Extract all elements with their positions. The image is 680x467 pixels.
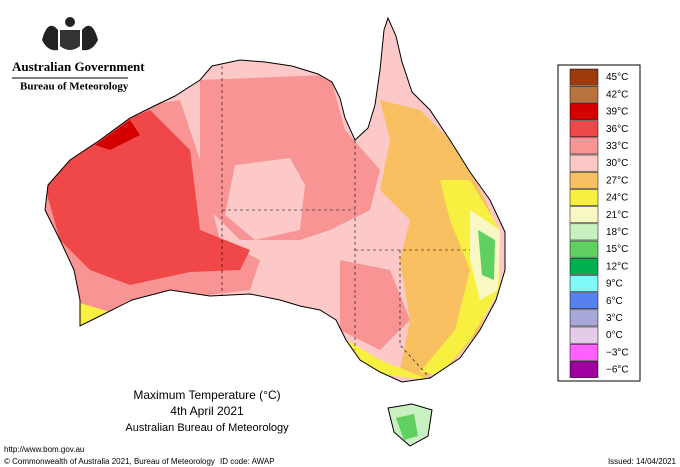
legend-label: −6°C xyxy=(606,365,629,376)
legend-label: 0°C xyxy=(606,330,623,341)
map-title: Maximum Temperature (°C) xyxy=(133,388,280,402)
map-date: 4th April 2021 xyxy=(170,404,244,418)
legend-swatch xyxy=(569,154,599,172)
legend-swatch xyxy=(569,309,599,327)
legend-swatch xyxy=(569,68,599,86)
footer-issued: Issued: 14/04/2021 xyxy=(608,457,677,466)
footer-copyright: © Commonwealth of Australia 2021, Bureau… xyxy=(4,457,215,466)
map-source: Australian Bureau of Meteorology xyxy=(125,422,289,434)
footer-url: http://www.bom.gov.au xyxy=(4,445,84,454)
emblem xyxy=(42,17,98,51)
legend-label: 9°C xyxy=(606,279,623,290)
header-government: Australian Government xyxy=(12,59,145,74)
legend-label: 42°C xyxy=(606,89,628,100)
legend-label: 39°C xyxy=(606,107,628,118)
tasmania-cool xyxy=(396,414,418,440)
legend-swatch xyxy=(569,326,599,344)
legend-label: 18°C xyxy=(606,227,628,238)
legend-label: 24°C xyxy=(606,193,628,204)
legend-label: 3°C xyxy=(606,313,623,324)
legend-swatch xyxy=(569,361,599,378)
legend-swatch xyxy=(569,85,599,103)
legend-swatch xyxy=(569,275,599,292)
legend-label: 15°C xyxy=(606,244,628,255)
legend-swatch xyxy=(569,171,599,189)
legend-label: 30°C xyxy=(606,158,628,169)
legend-swatch xyxy=(569,103,599,120)
legend-swatch xyxy=(569,240,599,258)
legend: 45°C 42°C 39°C 36°C 33°C 30°C 27°C 24°C 21°C 18°C… xyxy=(569,68,629,378)
legend-swatch xyxy=(569,223,599,241)
legend-label: 45°C xyxy=(606,72,628,83)
legend-label: 36°C xyxy=(606,124,628,135)
legend-swatch xyxy=(569,120,599,138)
state-borders xyxy=(221,66,470,379)
footer-id: ID code: AWAP xyxy=(220,457,275,466)
legend-label: 12°C xyxy=(606,261,628,272)
legend-swatch xyxy=(569,137,599,155)
legend-swatch xyxy=(569,257,599,275)
legend-swatch xyxy=(569,292,599,310)
legend-swatch xyxy=(569,343,599,361)
legend-label: −3°C xyxy=(606,347,629,358)
legend-label: 27°C xyxy=(606,175,628,186)
legend-label: 33°C xyxy=(606,141,628,152)
legend-label: 6°C xyxy=(606,296,623,307)
legend-swatch xyxy=(569,189,599,206)
legend-swatch xyxy=(569,206,599,224)
header-agency: Bureau of Meteorology xyxy=(20,81,129,93)
legend-label: 21°C xyxy=(606,210,628,221)
